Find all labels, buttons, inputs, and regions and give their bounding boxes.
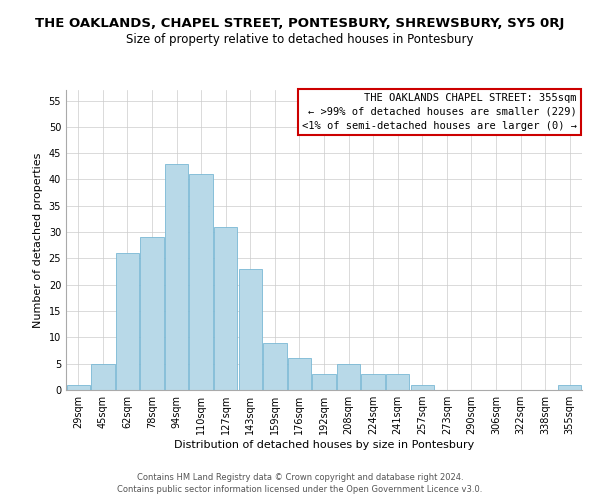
Bar	[313, 374, 335, 390]
Text: Contains HM Land Registry data © Crown copyright and database right 2024.: Contains HM Land Registry data © Crown c…	[137, 472, 463, 482]
Y-axis label: Number of detached properties: Number of detached properties	[33, 152, 43, 328]
Bar	[386, 374, 409, 390]
Bar	[288, 358, 311, 390]
Bar	[337, 364, 360, 390]
Bar	[67, 384, 90, 390]
Bar	[558, 384, 581, 390]
Bar	[91, 364, 115, 390]
X-axis label: Distribution of detached houses by size in Pontesbury: Distribution of detached houses by size …	[174, 440, 474, 450]
Bar	[116, 253, 139, 390]
Text: THE OAKLANDS CHAPEL STREET: 355sqm
← >99% of detached houses are smaller (229)
<: THE OAKLANDS CHAPEL STREET: 355sqm ← >99…	[302, 93, 577, 131]
Bar	[165, 164, 188, 390]
Bar	[361, 374, 385, 390]
Text: Size of property relative to detached houses in Pontesbury: Size of property relative to detached ho…	[126, 32, 474, 46]
Bar	[263, 342, 287, 390]
Bar	[190, 174, 213, 390]
Bar	[410, 384, 434, 390]
Text: Contains public sector information licensed under the Open Government Licence v3: Contains public sector information licen…	[118, 485, 482, 494]
Bar	[214, 227, 238, 390]
Bar	[239, 269, 262, 390]
Bar	[140, 238, 164, 390]
Text: THE OAKLANDS, CHAPEL STREET, PONTESBURY, SHREWSBURY, SY5 0RJ: THE OAKLANDS, CHAPEL STREET, PONTESBURY,…	[35, 18, 565, 30]
